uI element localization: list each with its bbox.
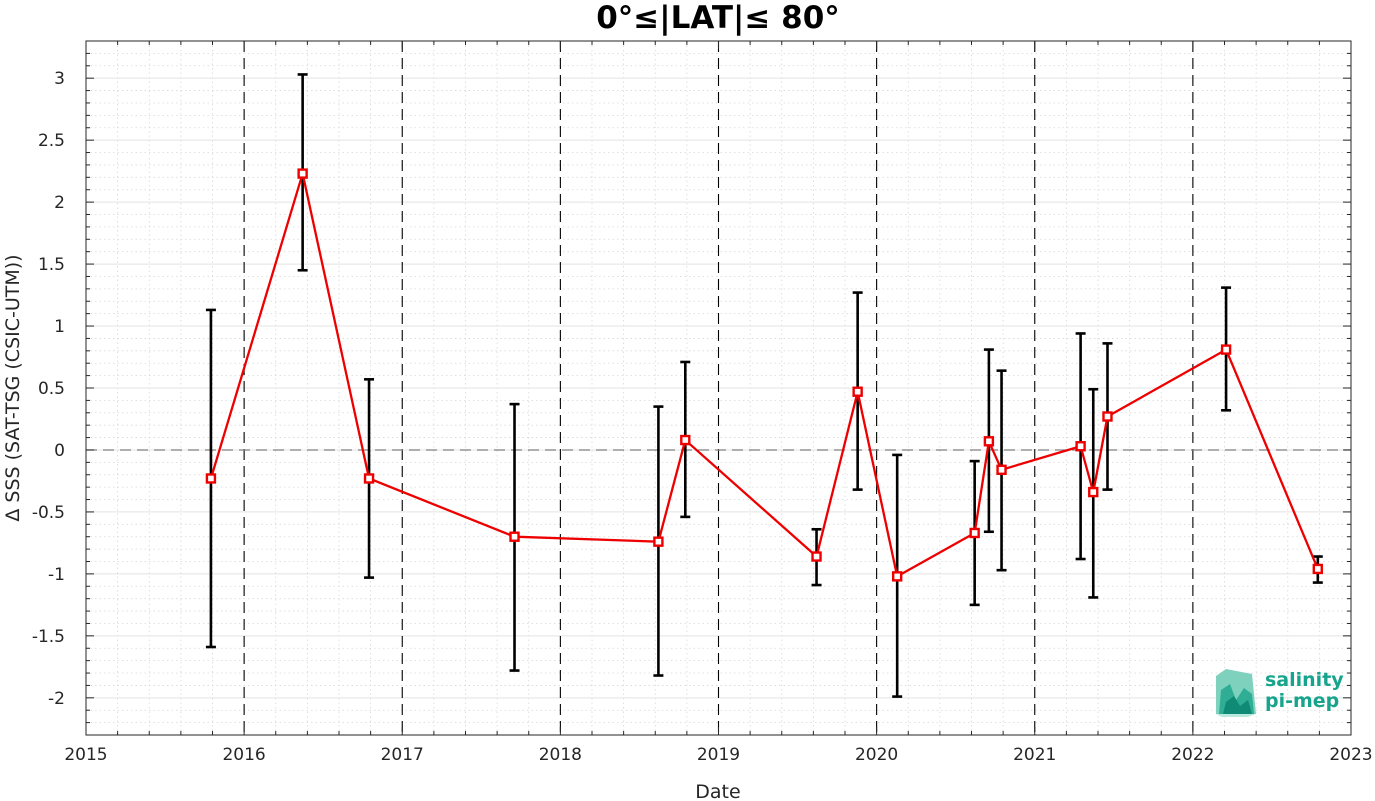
x-tick-label: 2023 — [1329, 745, 1372, 765]
y-tick-label: -1 — [48, 565, 65, 585]
x-tick-label: 2018 — [539, 745, 582, 765]
y-tick-label: 1 — [54, 317, 65, 337]
data-point-marker — [891, 571, 903, 582]
x-axis-label: Date — [695, 781, 740, 801]
y-axis-label: Δ SSS (SAT-TSG (CSIC-UTM)) — [2, 254, 24, 521]
year-dividers — [243, 41, 1194, 735]
data-point-marker — [996, 464, 1007, 475]
y-tick-labels: -2 -1.5 -1 -0.5 0 0.5 1 1.5 2 2.5 3 — [32, 69, 65, 709]
data-point-marker — [205, 473, 217, 484]
salinity-wave-icon — [1216, 669, 1256, 717]
data-point-marker — [680, 434, 691, 446]
salinity-pimep-logo: salinity pi-mep — [1216, 669, 1344, 717]
x-tick-label: 2022 — [1171, 745, 1214, 765]
y-tick-label: 2 — [54, 193, 65, 213]
data-point-marker — [297, 168, 308, 179]
y-tick-label: -2 — [48, 689, 65, 709]
x-tick-label: 2021 — [1013, 745, 1056, 765]
logo-text-salinity: salinity — [1265, 669, 1344, 691]
y-tick-label: 2.5 — [38, 131, 65, 151]
data-point-marker — [653, 536, 664, 547]
y-tick-label: 3 — [54, 69, 65, 89]
x-tick-label: 2019 — [697, 745, 740, 765]
axis-ticks — [85, 40, 1352, 735]
chart-title: 0°≤|LAT|≤ 80° — [596, 0, 840, 36]
y-tick-label: -0.5 — [32, 503, 65, 523]
y-tick-label: 1.5 — [38, 255, 65, 275]
data-point-marker — [811, 551, 822, 562]
data-markers — [205, 168, 1323, 582]
data-point-marker — [1220, 344, 1232, 355]
x-tick-label: 2020 — [855, 745, 898, 765]
x-tick-label: 2017 — [381, 745, 424, 765]
data-point-marker — [1088, 486, 1099, 498]
data-point-marker — [1102, 411, 1113, 422]
logo-text-pimep: pi-mep — [1265, 690, 1339, 712]
data-point-marker — [1312, 563, 1323, 575]
y-tick-label: 0 — [54, 441, 65, 461]
data-point-marker — [509, 531, 520, 542]
data-point-marker — [852, 386, 863, 397]
x-tick-label: 2015 — [64, 745, 107, 765]
data-point-marker — [969, 527, 980, 539]
y-tick-label: 0.5 — [38, 379, 65, 399]
data-point-marker — [363, 473, 375, 484]
y-tick-label: -1.5 — [32, 627, 65, 647]
x-tick-label: 2016 — [222, 745, 265, 765]
data-point-marker — [1075, 441, 1086, 452]
x-tick-labels: 2015 2016 2017 2018 2019 2020 2021 2022 2023 — [64, 745, 1372, 765]
data-point-marker — [983, 436, 995, 447]
